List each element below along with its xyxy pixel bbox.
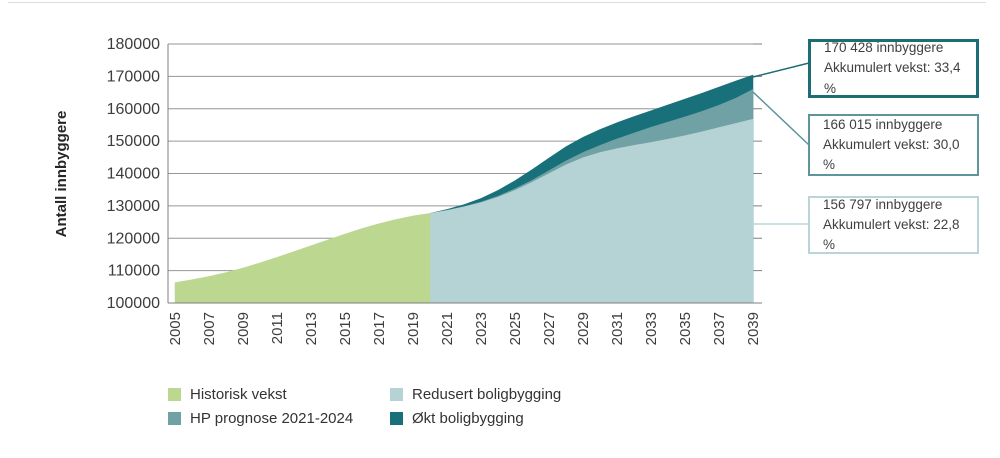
x-axis-tick-label: 2011 <box>269 312 286 344</box>
y-axis-tick-label: 150000 <box>107 133 160 150</box>
legend-swatch-historisk-vekst <box>168 388 181 401</box>
area-historisk-vekst <box>174 213 431 304</box>
legend-item-historisk-vekst: Historisk vekst <box>168 386 390 403</box>
y-axis-tick-label: 140000 <box>107 166 160 183</box>
x-axis-tick-label: 2031 <box>609 312 626 345</box>
chart-legend: Historisk vekst Redusert boligbygging HP… <box>168 386 561 427</box>
x-axis-tick-label: 2039 <box>745 312 762 345</box>
legend-swatch-redusert-boligbygging <box>390 388 403 401</box>
y-axis-tick-label: 100000 <box>107 295 160 312</box>
y-axis-tick-label: 120000 <box>107 230 160 247</box>
x-axis-tick-label: 2023 <box>473 312 490 345</box>
legend-swatch-okt-boligbygging <box>390 412 403 425</box>
x-axis-tick-label: 2013 <box>303 312 320 345</box>
x-axis-tick-label: 2037 <box>711 312 728 345</box>
callout-redusert-boligbygging: 156 797 innbyggere Akkumulert vekst: 22,… <box>808 196 979 254</box>
callout-accumulated-growth: Akkumulert vekst: 33,4 % <box>824 60 961 96</box>
y-axis-title: Antall innbyggere <box>53 111 70 238</box>
callout-hp-prognose: 166 015 innbyggere Akkumulert vekst: 30,… <box>808 114 979 176</box>
figure-top-border <box>8 2 986 3</box>
x-axis-tick-label: 2007 <box>201 312 218 345</box>
x-axis-tick-label: 2027 <box>541 312 558 345</box>
callout-population-value: 170 428 innbyggere <box>824 40 944 56</box>
legend-label: Historisk vekst <box>190 386 287 403</box>
x-axis-tick-label: 2025 <box>507 312 524 345</box>
x-axis-tick-label: 2035 <box>677 312 694 345</box>
callout-okt-boligbygging: 170 428 innbyggere Akkumulert vekst: 33,… <box>808 39 979 98</box>
y-axis-tick-label: 160000 <box>107 101 160 118</box>
callout-population-value: 156 797 innbyggere <box>823 196 943 212</box>
x-axis-tick-label: 2009 <box>235 312 252 345</box>
x-axis-tick-label: 2019 <box>405 312 422 345</box>
legend-item-redusert-boligbygging: Redusert boligbygging <box>390 386 561 403</box>
x-axis-tick-label: 2021 <box>439 312 456 345</box>
legend-label: Økt boligbygging <box>412 410 524 427</box>
legend-label: HP prognose 2021-2024 <box>190 410 354 427</box>
x-axis-tick-label: 2029 <box>575 312 592 345</box>
y-axis-tick-label: 170000 <box>107 68 160 85</box>
x-axis-tick-label: 2017 <box>371 312 388 345</box>
legend-item-hp-prognose: HP prognose 2021-2024 <box>168 410 390 427</box>
x-axis-tick-label: 2015 <box>337 312 354 345</box>
callout-leader-line <box>752 91 810 146</box>
x-axis-tick-label: 2005 <box>167 312 184 345</box>
y-axis-tick-label: 130000 <box>107 198 160 215</box>
legend-item-okt-boligbygging: Økt boligbygging <box>390 410 561 427</box>
callout-accumulated-growth: Akkumulert vekst: 30,0 % <box>823 136 960 173</box>
y-axis-tick-label: 110000 <box>108 263 160 280</box>
legend-swatch-hp-prognose <box>168 412 181 425</box>
area-redusert-boligbygging <box>429 118 754 304</box>
legend-label: Redusert boligbygging <box>412 386 562 403</box>
y-axis-tick-label: 180000 <box>107 36 160 53</box>
callout-accumulated-growth: Akkumulert vekst: 22,8 % <box>823 216 960 253</box>
x-axis-tick-label: 2033 <box>643 312 660 345</box>
callout-population-value: 166 015 innbyggere <box>823 116 943 132</box>
callout-leader-line <box>752 62 810 78</box>
